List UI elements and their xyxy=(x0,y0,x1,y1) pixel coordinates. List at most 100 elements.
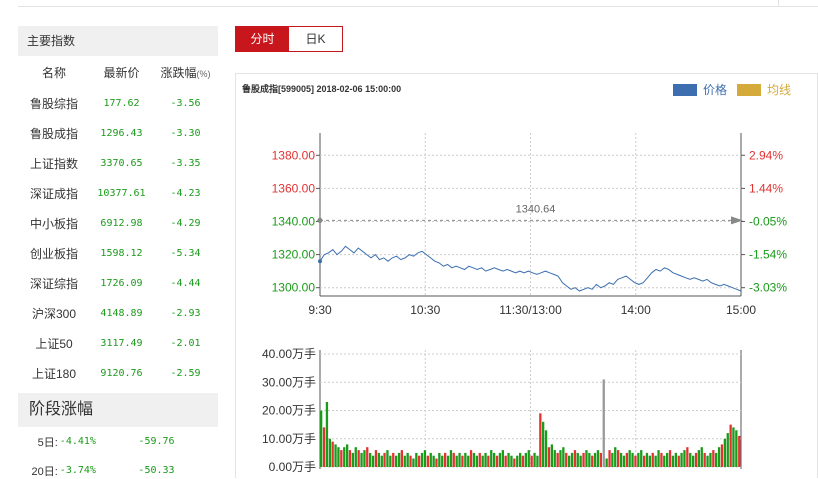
index-name: 上证180 xyxy=(31,366,77,381)
tab-daily-k[interactable]: 日K xyxy=(289,27,342,51)
volume-bar xyxy=(357,450,360,467)
volume-bar xyxy=(663,455,666,467)
volume-bar xyxy=(596,450,600,467)
index-price: 9120.76 xyxy=(100,367,143,379)
index-change: -4.44 xyxy=(170,277,201,289)
stage-label: 20日: xyxy=(31,465,58,478)
volume-bar xyxy=(625,452,628,467)
volume-bar xyxy=(389,455,392,467)
top-divider xyxy=(18,0,818,7)
volume-bar xyxy=(631,452,634,467)
price-y-tick-label: 1360.00 xyxy=(272,181,316,195)
volume-bar xyxy=(423,450,427,467)
volume-bar xyxy=(320,410,323,467)
chart-tabs: 分时 日K xyxy=(235,26,343,52)
index-change: -4.29 xyxy=(170,217,201,229)
volume-bar xyxy=(591,455,594,467)
index-row[interactable]: 鲁股综指 177.62 -3.56 xyxy=(18,88,218,118)
volume-bar xyxy=(585,450,588,467)
index-row[interactable]: 沪深300 4148.89 -2.93 xyxy=(18,298,218,328)
volume-bar xyxy=(715,452,718,467)
index-price: 1598.12 xyxy=(100,247,143,259)
legend-price-label: 价格 xyxy=(703,83,728,97)
volume-bar xyxy=(709,452,712,467)
stage-pct: -4.41% xyxy=(59,436,96,447)
index-row[interactable]: 深证成指 10377.61 -4.23 xyxy=(18,178,218,208)
volume-bar xyxy=(582,452,585,467)
volume-bar xyxy=(533,452,536,467)
volume-bar xyxy=(487,455,490,467)
volume-bar xyxy=(530,455,533,467)
volume-bar xyxy=(556,452,559,467)
volume-y-tick-label: 30.00万手 xyxy=(262,375,316,389)
volume-bar xyxy=(683,450,686,467)
volume-bar xyxy=(645,452,649,467)
volume-bar xyxy=(723,438,726,468)
index-row[interactable]: 上证指数 3370.65 -3.35 xyxy=(18,148,218,178)
index-row[interactable]: 中小板指 6912.98 -4.29 xyxy=(18,208,218,238)
volume-bar xyxy=(671,455,675,467)
volume-bar xyxy=(565,452,568,467)
price-x-tick-label: 9:30 xyxy=(308,303,332,317)
index-name: 中小板指 xyxy=(29,216,78,231)
stage-row: 5日: -4.41% -59.76 xyxy=(18,427,218,456)
volume-bar xyxy=(628,450,631,467)
volume-bar xyxy=(544,430,548,467)
stage-pct: -3.74% xyxy=(59,465,96,476)
volume-bar xyxy=(605,458,608,467)
volume-bar xyxy=(400,450,403,467)
volume-bar xyxy=(380,455,383,467)
index-name: 鲁股成指 xyxy=(29,126,78,141)
volume-bar xyxy=(377,452,380,467)
volume-bar xyxy=(562,447,565,467)
index-row[interactable]: 鲁股成指 1296.43 -3.30 xyxy=(18,118,218,148)
volume-bar xyxy=(617,450,620,467)
volume-bar xyxy=(478,452,481,467)
volume-bar xyxy=(464,452,467,467)
volume-bar xyxy=(619,452,623,467)
stage-panel-title: 阶段涨幅 xyxy=(18,393,218,427)
volume-bar xyxy=(441,455,444,467)
volume-bar xyxy=(516,455,519,467)
volume-bar xyxy=(395,455,398,467)
volume-bar xyxy=(550,444,553,467)
index-row[interactable]: 深证综指 1726.09 -4.44 xyxy=(18,268,218,298)
volume-bar xyxy=(706,455,709,467)
volume-bar xyxy=(412,458,415,467)
index-panel: 主要指数 名称 最新价 涨跌幅(%) 鲁股综指 177.62 -3.56 鲁股成指 12… xyxy=(18,26,218,478)
price-y-tick-label: 1300.00 xyxy=(272,281,316,295)
volume-bar xyxy=(340,450,343,467)
index-price: 4148.89 xyxy=(100,307,143,319)
volume-bar xyxy=(542,421,545,467)
index-panel-title: 主要指数 xyxy=(18,26,218,56)
reference-marker-left xyxy=(317,216,323,225)
volume-bar xyxy=(449,450,453,467)
chart-panel: 鲁股成指[599005] 2018-02-06 15:00:00 价格 均线 9… xyxy=(235,73,818,478)
volume-bar xyxy=(553,450,556,467)
stage-value: -50.33 xyxy=(138,465,175,476)
index-name: 上证指数 xyxy=(29,156,78,171)
volume-bar xyxy=(360,452,363,467)
volume-bar xyxy=(493,452,496,467)
price-y-tick-right-label: 1.44% xyxy=(749,181,783,195)
chart-svg: 9:30 10:30 11:30/13:00 14:00 15:00 1380.00 2.9… xyxy=(262,133,787,474)
legend-avg: 均线 xyxy=(737,81,791,98)
volume-bar xyxy=(429,452,432,467)
price-y-tick-right-label: 2.94% xyxy=(749,148,783,162)
index-row[interactable]: 上证50 3117.49 -2.01 xyxy=(18,328,218,358)
tab-intraday[interactable]: 分时 xyxy=(236,27,289,51)
index-price: 6912.98 xyxy=(100,217,143,229)
volume-bar xyxy=(354,447,357,467)
volume-bar xyxy=(343,447,346,467)
volume-bar xyxy=(504,455,507,467)
volume-bar xyxy=(507,452,510,467)
volume-bar xyxy=(651,452,654,467)
price-x-tick-label: 10:30 xyxy=(410,303,440,317)
volume-bar xyxy=(608,450,611,467)
index-row[interactable]: 创业板指 1598.12 -5.34 xyxy=(18,238,218,268)
volume-bar xyxy=(666,452,669,467)
price-y-tick-label: 1380.00 xyxy=(272,148,316,162)
index-row[interactable]: 上证180 9120.76 -2.59 xyxy=(18,358,218,388)
volume-bar xyxy=(547,447,551,467)
volume-bar xyxy=(703,452,706,467)
